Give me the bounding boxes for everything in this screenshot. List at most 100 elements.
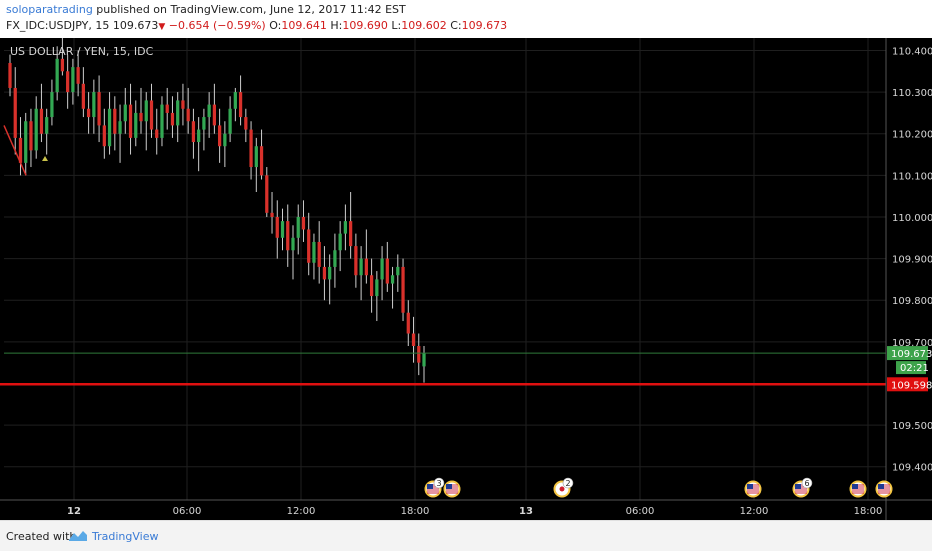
countdown-badge <box>896 361 926 375</box>
candle-body <box>390 275 395 284</box>
high-label: H: <box>330 19 343 32</box>
price-chart[interactable]: 110.400 110.300 110.200 110.100 110.000 109.9… <box>0 38 932 520</box>
candle-body <box>406 312 410 334</box>
candle-body <box>217 125 222 147</box>
candle-body <box>322 266 327 280</box>
candle-body <box>118 121 122 134</box>
x-tick-label: 06:00 <box>626 506 655 517</box>
signal-marker-icon <box>42 156 48 161</box>
candle-body <box>71 67 75 93</box>
candle-body <box>233 92 237 109</box>
candle-body <box>238 92 243 118</box>
candle-body <box>249 129 253 168</box>
chart-header: soloparatrading published on TradingView… <box>0 0 932 38</box>
y-tick-label: 109.700 <box>892 338 932 349</box>
candle-body <box>364 258 368 276</box>
candle-body <box>286 221 290 251</box>
close-value: 109.673 <box>461 19 508 32</box>
x-tick-label: 18:00 <box>854 506 883 517</box>
candle-body <box>18 137 23 163</box>
candle-body <box>144 100 148 122</box>
chart-svg[interactable]: 110.400 110.300 110.200 110.100 110.000 109.9… <box>0 38 932 520</box>
candle-body <box>328 266 332 280</box>
candle-body <box>396 266 400 276</box>
candle-body <box>317 241 321 267</box>
candle-body <box>380 258 384 280</box>
candle-body <box>333 250 337 267</box>
x-tick-label: 13 <box>519 506 533 517</box>
y-tick-label: 110.300 <box>892 88 932 99</box>
candle-body <box>66 71 70 93</box>
candle-body <box>107 108 112 147</box>
candles-layer <box>8 38 426 383</box>
candle-body <box>155 129 159 138</box>
candle-body <box>338 233 342 251</box>
candle-body <box>349 221 353 247</box>
candle-body <box>134 112 138 138</box>
candle-body <box>197 129 201 143</box>
created-with-label: Created with <box>6 530 77 543</box>
candle-body <box>186 108 190 122</box>
flag-canton <box>427 484 433 489</box>
overlay-layer <box>0 125 886 386</box>
candle-body <box>354 246 358 276</box>
x-tick-label: 12 <box>67 506 81 517</box>
close-label: C: <box>450 19 462 32</box>
candle-body <box>359 258 363 276</box>
y-tick-label: 110.400 <box>892 46 932 57</box>
chart-background <box>0 38 932 520</box>
event-count-bubble <box>562 477 574 489</box>
candle-body <box>139 112 143 122</box>
candle-body <box>24 121 28 163</box>
low-value: 109.602 <box>401 19 447 32</box>
candle-body <box>170 112 175 126</box>
axis-layer: 110.400 110.300 110.200 110.100 110.000 109.9… <box>0 38 932 520</box>
tradingview-logo-icon <box>69 531 87 541</box>
y-tick-label: 109.800 <box>892 296 932 307</box>
candle-body <box>50 92 54 118</box>
x-tick-label: 06:00 <box>173 506 202 517</box>
chart-title: US DOLLAR / YEN, 15, IDC <box>10 45 154 58</box>
candle-body <box>165 104 169 113</box>
candle-body <box>8 62 12 88</box>
y-tick-label: 110.000 <box>892 213 932 224</box>
publish-line: soloparatrading published on TradingView… <box>6 3 406 16</box>
candle-body <box>202 117 206 130</box>
y-tick-label: 109.400 <box>892 463 932 474</box>
footer: Created with TradingView <box>0 520 932 551</box>
candle-body <box>92 92 96 118</box>
us-flag-icon <box>849 480 867 498</box>
last-price-label: 109.673 <box>891 349 932 360</box>
y-tick-label: 109.900 <box>892 255 932 266</box>
candle-body <box>270 212 274 217</box>
candle-body <box>76 67 80 84</box>
author-link[interactable]: soloparatrading <box>6 3 93 16</box>
publish-info: published on TradingView.com, June 12, 2… <box>92 3 406 16</box>
candle-body <box>123 104 127 122</box>
us-flag-icon: 3 <box>424 477 445 498</box>
flag-canton <box>446 484 452 489</box>
support-price-badge <box>887 377 928 392</box>
candle-body <box>45 117 49 134</box>
x-tick-label: 18:00 <box>401 506 430 517</box>
candle-body <box>291 237 295 251</box>
candle-body <box>312 241 316 263</box>
price-change: −0.654 (−0.59%) <box>168 19 266 32</box>
countdown-label: 02:21 <box>900 363 929 374</box>
x-tick-label: 12:00 <box>287 506 316 517</box>
tradingview-brand[interactable]: TradingView <box>92 530 159 543</box>
us-flag-icon <box>443 480 461 498</box>
candle-body <box>244 117 248 130</box>
candle-body <box>55 58 59 93</box>
candle-body <box>296 216 300 238</box>
candle-body <box>128 104 133 138</box>
last-price-badge <box>887 346 928 361</box>
candle-body <box>86 108 91 118</box>
candle-body <box>81 83 85 109</box>
support-price-label: 109.598 <box>891 380 932 391</box>
event-count-label: 2 <box>565 479 570 488</box>
y-tick-label: 110.200 <box>892 130 932 141</box>
y-tick-label: 110.100 <box>892 171 932 182</box>
event-count-bubble <box>433 477 445 489</box>
flag-canton <box>795 484 801 489</box>
